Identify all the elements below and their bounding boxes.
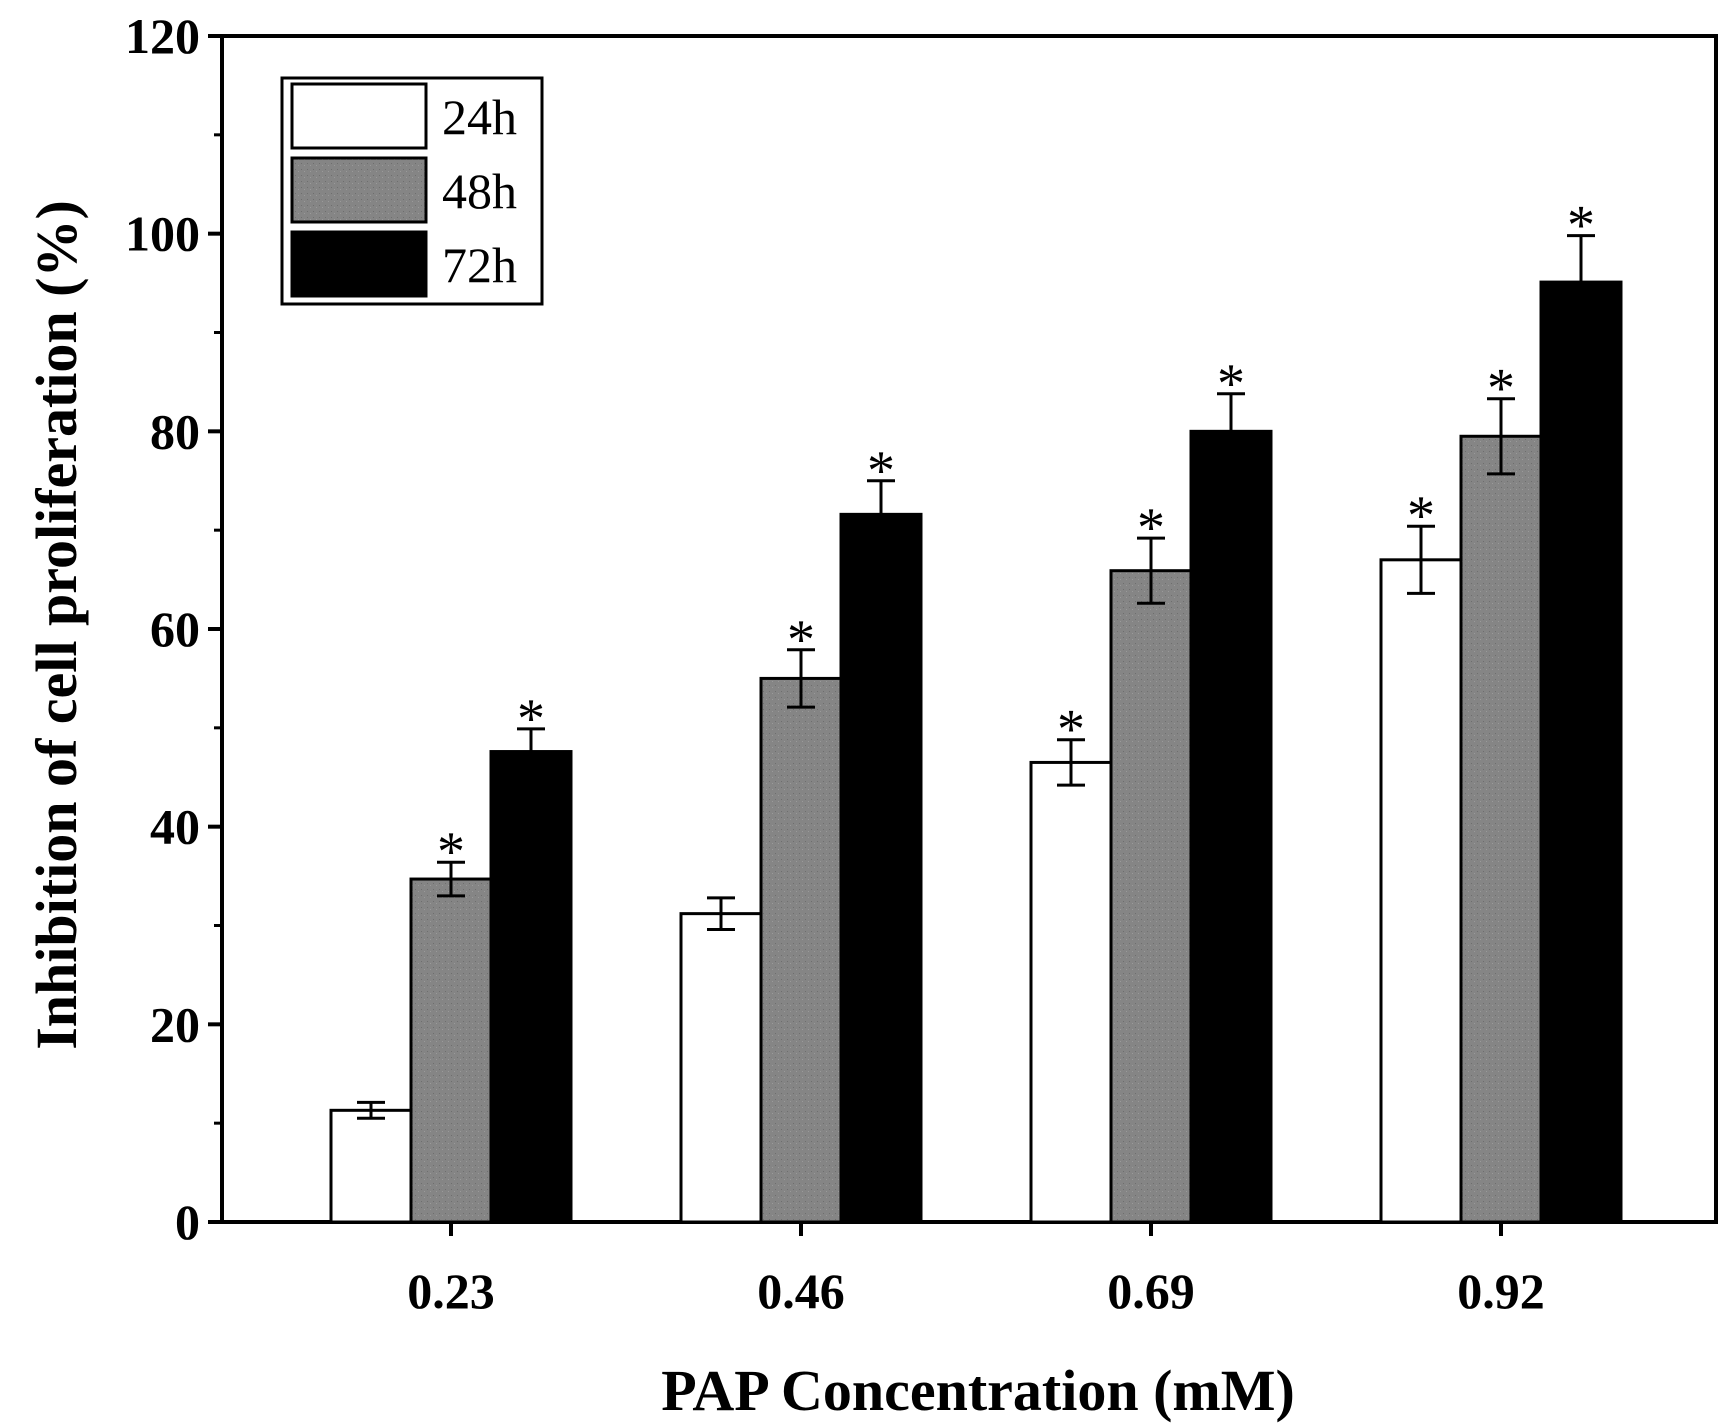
significance-star: * — [1407, 485, 1435, 547]
significance-star: * — [1057, 699, 1085, 761]
legend-label: 24h — [442, 89, 517, 145]
bar-48h — [409, 877, 493, 1224]
bar-48h — [1459, 434, 1543, 1224]
bar-48h — [1109, 569, 1193, 1224]
significance-star: * — [867, 440, 895, 502]
y-axis-title: Inhibition of cell proliferation (%) — [24, 200, 89, 1050]
y-tick-label: 60 — [150, 601, 200, 657]
y-tick-label: 0 — [175, 1194, 200, 1250]
bar-24h — [1379, 558, 1463, 1224]
significance-star: * — [517, 688, 545, 750]
legend-swatch-48h — [290, 156, 428, 224]
significance-star: * — [437, 821, 465, 883]
x-tick-label: 0.69 — [1107, 1263, 1195, 1319]
x-tick-label: 0.46 — [757, 1263, 845, 1319]
x-tick-label: 0.23 — [407, 1263, 495, 1319]
bar-48h — [759, 676, 843, 1224]
bar-24h — [1029, 760, 1113, 1224]
legend-label: 48h — [442, 163, 517, 219]
plot-area: 0 20 40 60 80 100 120 0.23 * * 0.46 * * 0.69 * * * 0.92 * *… — [125, 8, 1718, 1319]
bar-24h — [679, 912, 763, 1224]
bar-72h — [1539, 280, 1623, 1224]
y-tick-label: 80 — [150, 403, 200, 459]
y-tick-label: 20 — [150, 996, 200, 1052]
significance-star: * — [1137, 497, 1165, 559]
y-tick-label: 40 — [150, 799, 200, 855]
bar-72h — [1189, 429, 1273, 1224]
significance-star: * — [787, 609, 815, 671]
legend-swatch-72h — [290, 230, 428, 298]
bar-72h — [839, 512, 923, 1224]
significance-star: * — [1567, 195, 1595, 257]
y-tick-label: 120 — [125, 8, 200, 64]
significance-star: * — [1217, 353, 1245, 415]
y-tick-label: 100 — [125, 206, 200, 262]
bar-24h — [329, 1108, 413, 1224]
legend-label: 72h — [442, 237, 517, 293]
significance-star: * — [1487, 358, 1515, 420]
bar-72h — [489, 750, 573, 1224]
legend-swatch-24h — [290, 82, 428, 150]
x-axis-title: PAP Concentration (mM) — [661, 1358, 1295, 1423]
x-tick-label: 0.92 — [1457, 1263, 1545, 1319]
